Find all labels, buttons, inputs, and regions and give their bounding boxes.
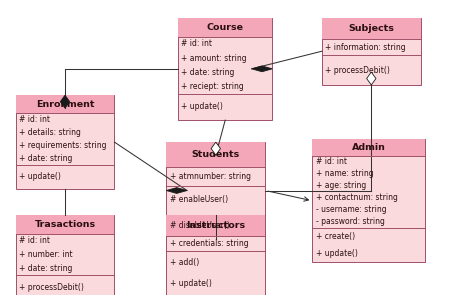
Bar [166,215,265,236]
Text: + credentials: string: + credentials: string [170,239,248,248]
Text: + requirements: string: + requirements: string [19,141,106,150]
Bar [178,17,273,37]
Polygon shape [60,95,70,108]
Text: + date: string: + date: string [19,264,72,273]
Text: # disableUser(): # disableUser() [170,221,229,230]
Text: # id: int: # id: int [316,157,346,166]
Text: + age: string: + age: string [316,181,366,190]
Polygon shape [366,72,376,85]
Polygon shape [211,142,220,155]
Text: + update(): + update() [182,102,223,112]
Text: + update(): + update() [19,173,61,181]
Text: + date: string: + date: string [19,154,72,163]
Bar [322,17,421,39]
Bar [16,95,115,113]
Polygon shape [166,188,187,193]
Text: - username: string: - username: string [316,205,386,214]
Text: Course: Course [207,22,244,32]
Text: + date: string: + date: string [182,68,235,77]
Bar [312,139,426,262]
Bar [166,142,265,239]
Text: + number: int: + number: int [19,250,73,259]
Text: + processDebit(): + processDebit() [325,66,390,75]
Text: Enrollment: Enrollment [36,99,94,109]
Text: + add(): + add() [170,258,199,267]
Bar [16,215,115,296]
Text: + processDebit(): + processDebit() [19,283,84,292]
Text: + update(): + update() [316,249,357,258]
Text: Admin: Admin [352,143,386,152]
Bar [312,139,426,155]
Text: Subjects: Subjects [348,24,394,33]
Bar [166,215,265,295]
Text: # enableUser(): # enableUser() [170,195,228,204]
Text: + details: string: + details: string [19,128,81,137]
Text: Students: Students [191,150,240,159]
Text: + amount: string: + amount: string [182,54,247,63]
Text: + update(): + update() [170,279,211,288]
Bar [322,17,421,85]
Polygon shape [252,66,273,72]
Text: Instructors: Instructors [186,221,246,230]
Bar [16,215,115,234]
Text: # id: int: # id: int [19,115,50,124]
Text: + information: string: + information: string [325,43,406,52]
Text: Trasactions: Trasactions [35,220,96,229]
Text: # id: int: # id: int [182,39,212,48]
Text: + contactnum: string: + contactnum: string [316,193,398,202]
Text: + name: string: + name: string [316,169,374,178]
Text: + reciept: string: + reciept: string [182,82,244,91]
Text: # id: int: # id: int [19,236,50,245]
Text: + create(): + create() [316,232,355,241]
Bar [178,17,273,120]
Bar [16,95,115,189]
Text: - password: string: - password: string [316,217,384,226]
Text: + atmnumber: string: + atmnumber: string [170,172,251,181]
Bar [166,142,265,167]
